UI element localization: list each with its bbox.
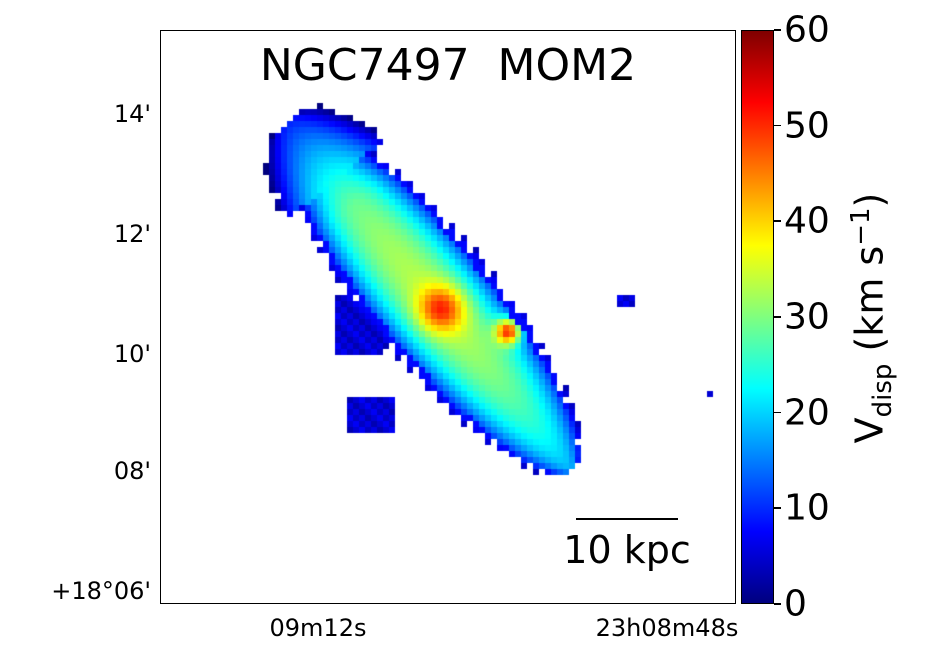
x-tick-label: 09m12s <box>269 614 367 642</box>
colorbar-tick-label: 10 <box>784 487 830 529</box>
y-tick-label: +18°06' <box>51 577 151 605</box>
colorbar-tick-label: 30 <box>784 296 830 338</box>
colorbar-tick-label: 50 <box>784 105 830 147</box>
colorbar-tick <box>774 316 781 318</box>
colorbar-tick-label: 40 <box>784 200 830 242</box>
scale-bar <box>576 518 678 520</box>
dispersion-map <box>161 31 737 605</box>
colorbar-tick-label: 0 <box>784 583 807 625</box>
colorbar-tick <box>774 124 781 127</box>
colorbar-tick <box>774 29 781 31</box>
chart-title: NGC7497 MOM2 <box>259 40 637 91</box>
colorbar-tick <box>774 507 781 509</box>
colorbar-tick <box>774 603 781 605</box>
y-tick-label: 12' <box>113 220 151 248</box>
colorbar <box>741 30 774 604</box>
x-tick-label: 23h08m48s <box>595 614 739 642</box>
colorbar-tick <box>774 220 781 222</box>
colorbar-tick-label: 60 <box>784 9 830 51</box>
y-tick-label: 14' <box>113 100 151 128</box>
colorbar-tick <box>774 411 781 414</box>
y-tick-label: 08' <box>113 457 151 485</box>
colorbar-label: Vdisp (km s−1) <box>845 192 899 444</box>
map-frame <box>160 30 737 605</box>
colorbar-tick-label: 20 <box>784 392 830 434</box>
scale-bar-label: 10 kpc <box>563 528 691 572</box>
y-tick-label: 10' <box>113 340 151 368</box>
